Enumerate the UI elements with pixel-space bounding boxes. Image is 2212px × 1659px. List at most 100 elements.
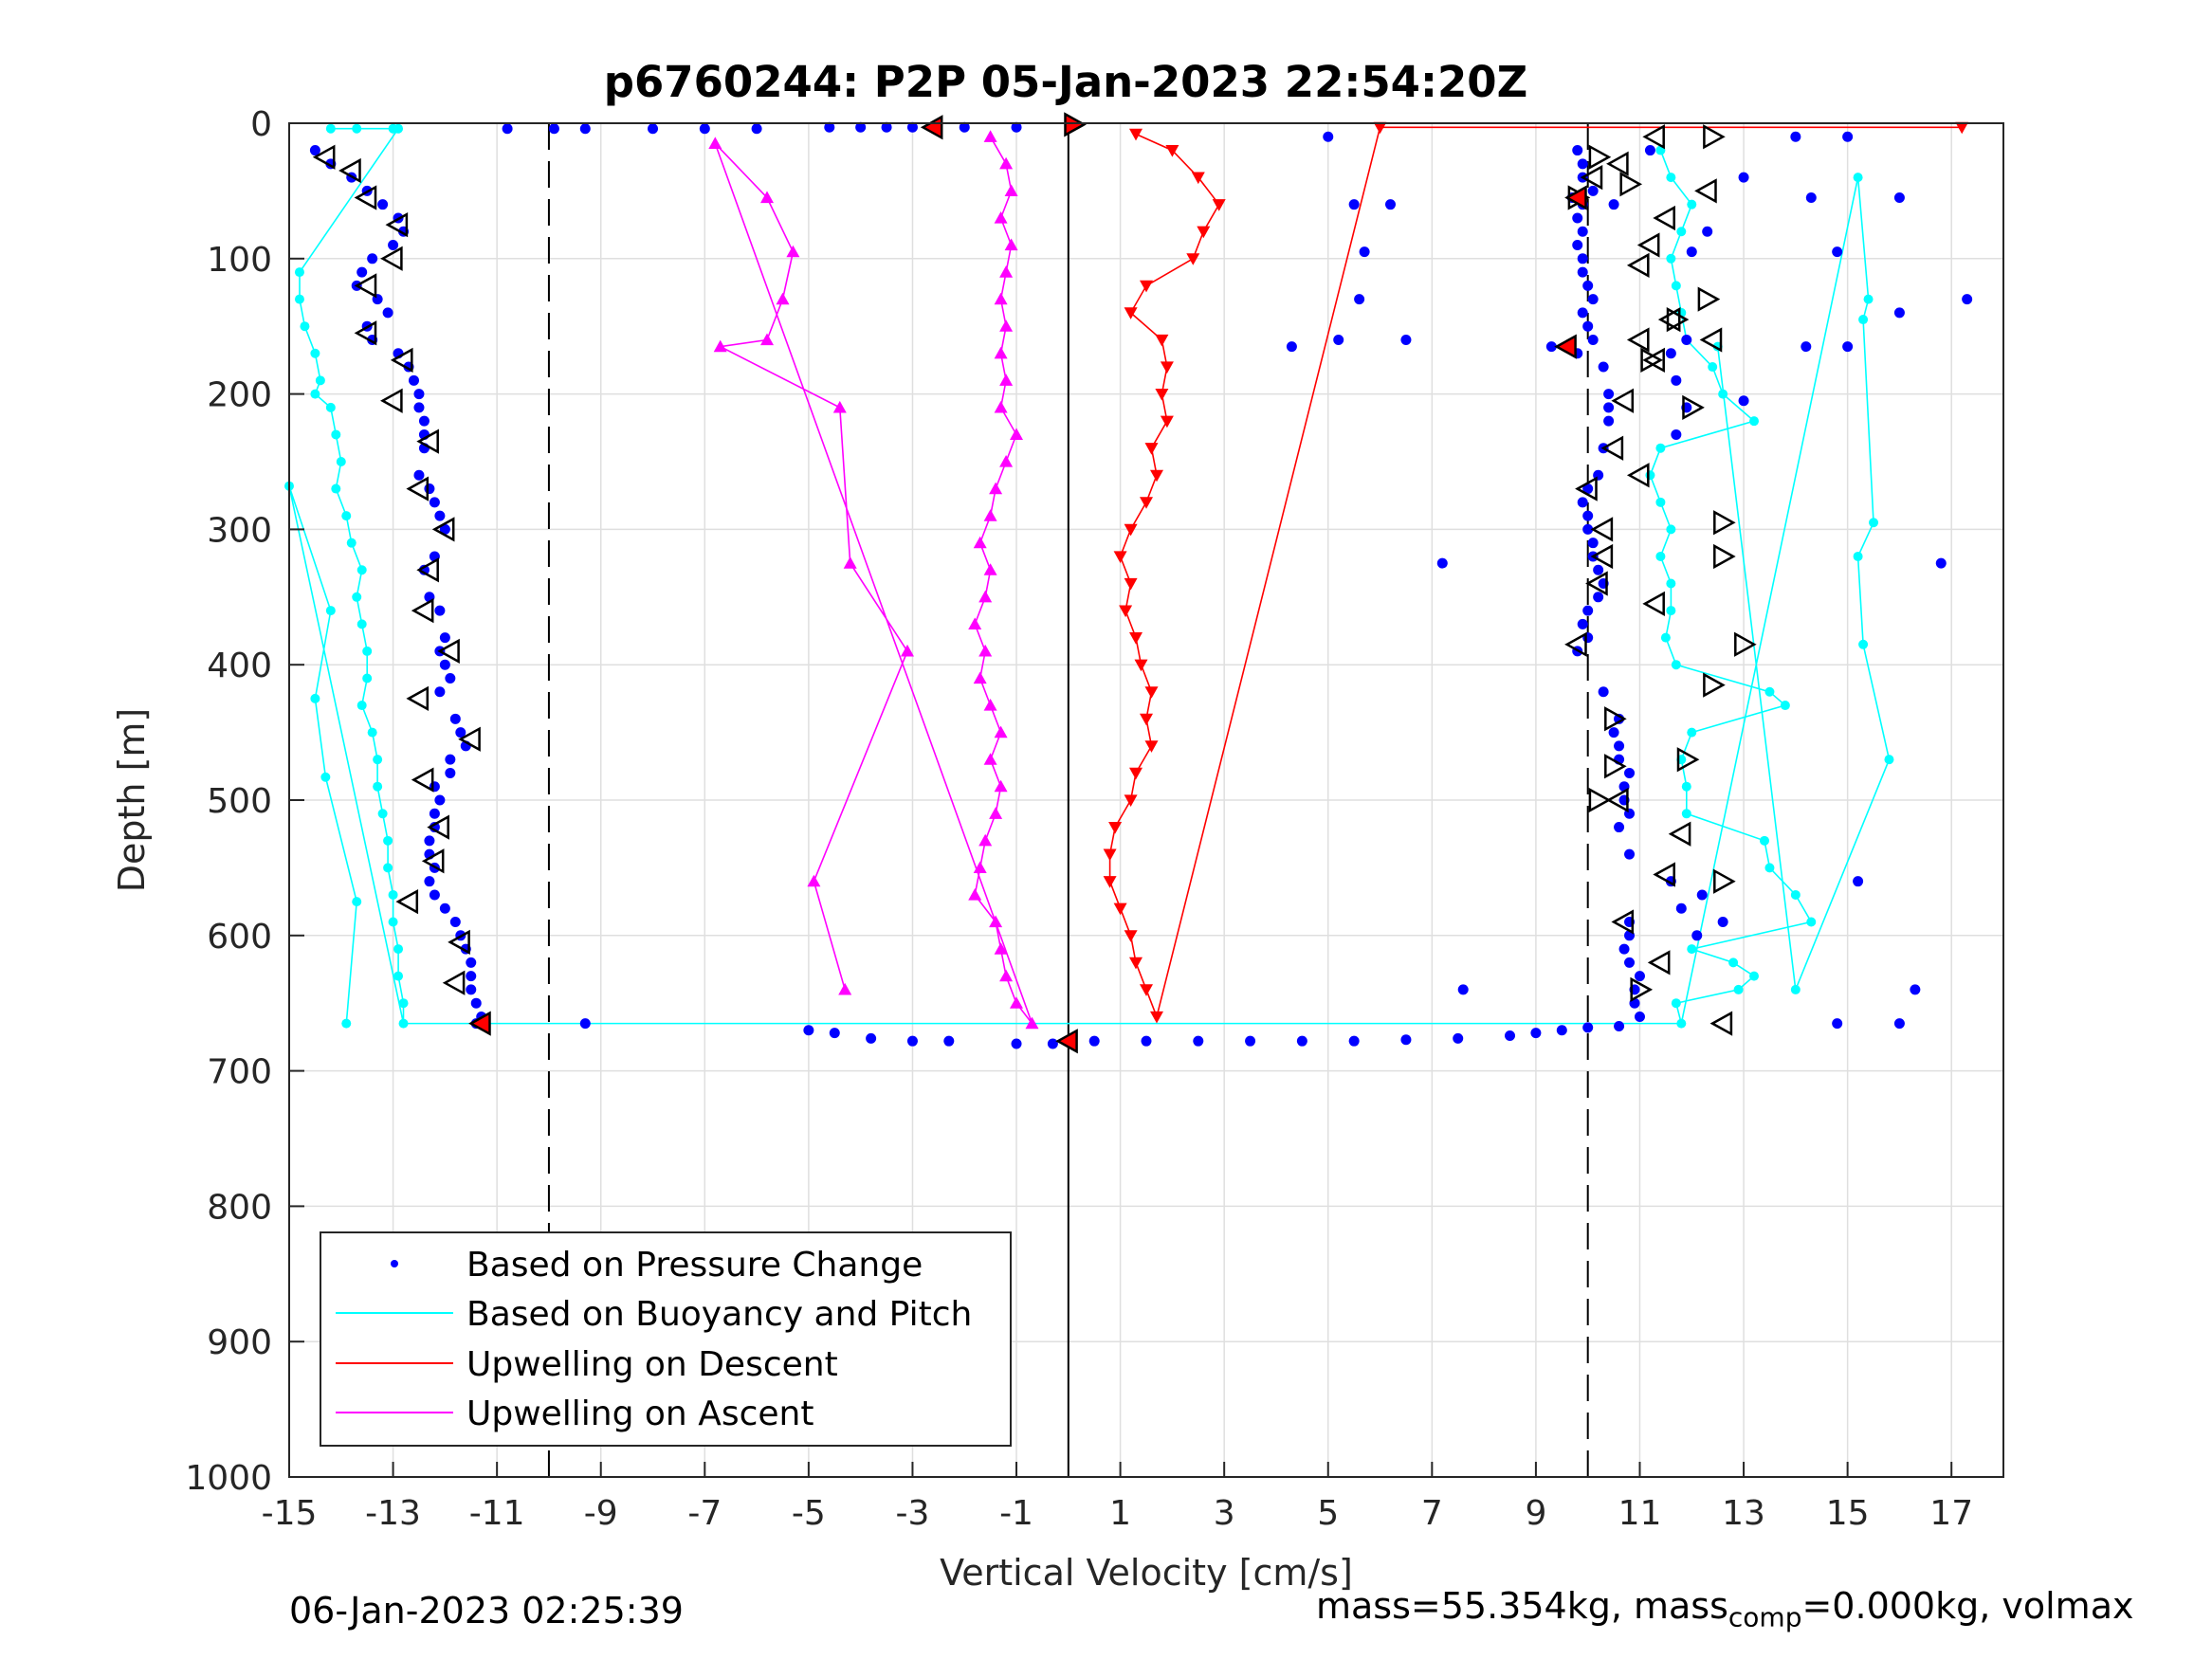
turn-marker-left [1606,151,1629,176]
upwelling-ascent-point [968,617,982,629]
x-axis-label: Vertical Velocity [cm/s] [940,1552,1353,1594]
turn-marker-right [1713,543,1736,570]
turn-marker-left [395,888,419,915]
upwelling-descent-point [1212,199,1226,211]
x-tick-label: 1 [1109,1494,1131,1533]
upwelling-ascent-point [999,374,1014,386]
pressure-point [1088,1035,1100,1047]
x-tick-label: -11 [469,1494,525,1533]
pressure-point [1572,212,1583,224]
pressure-point [1572,145,1583,156]
pressure-point [1577,307,1588,319]
pressure-point [943,1035,955,1047]
pressure-point [1587,185,1599,196]
pressure-point [434,794,446,806]
upwelling-descent-point [1150,469,1163,483]
upwelling-descent-point [1103,848,1117,862]
pressure-point [413,469,425,481]
pressure-point [1582,523,1594,535]
pressure-point [1577,266,1588,278]
pressure-point [881,121,892,133]
turn-marker-left [431,517,455,542]
turn-marker-left [427,814,449,840]
turn-marker-left [1580,164,1603,191]
upwelling-ascent-point [708,137,722,149]
turn-marker-left [411,597,434,624]
x-tick-label: 7 [1421,1494,1443,1533]
buoyancy-point [341,1018,352,1029]
upwelling-ascent-point [843,556,857,569]
upwelling-descent-point [1140,713,1153,726]
pressure-point [429,808,440,819]
upwelling-ascent-point [1025,1016,1039,1030]
pressure-point [1193,1035,1204,1047]
pressure-point [439,632,450,644]
chart-title: p6760244: P2P 05-Jan-2023 22:54:20Z [604,57,1528,107]
pressure-point [1577,253,1588,264]
pressure-point [1011,1038,1022,1049]
pressure-point [1011,121,1022,133]
footer-mass-prefix: mass=55.354kg, mass [1316,1585,1728,1627]
buoyancy-point [1869,518,1879,528]
pressure-point [429,889,440,901]
upwelling-descent-point [1165,145,1179,157]
buoyancy-point [341,511,352,521]
pressure-point [1582,605,1594,616]
upwelling-ascent-point [1004,238,1018,251]
turn-marker-left [354,320,377,346]
turn-marker-right [1713,868,1736,894]
pressure-point [1717,917,1728,928]
turn-marker-left [1626,252,1650,279]
buoyancy-point [362,673,373,684]
pressure-point [1359,246,1370,258]
upwelling-descent-point [1160,415,1174,428]
pressure-point [548,123,559,135]
footer-mass-info: mass=55.354kg, masscomp=0.000kg, volmax [1316,1585,2133,1633]
upwelling-ascent-point [838,982,852,995]
buoyancy-point [1655,443,1666,453]
footer-timestamp: 06-Jan-2023 02:25:39 [289,1590,684,1632]
upwelling-descent-point [1113,551,1127,563]
buoyancy-point [294,267,304,278]
buoyancy-point [1666,606,1676,616]
turn-marker-left [458,726,481,752]
y-tick-label: 400 [207,647,272,685]
buoyancy-point [1645,470,1655,481]
turn-marker-left [1653,205,1675,231]
pressure-point [439,902,450,914]
buoyancy-point [1666,173,1676,183]
buoyancy-point [352,592,362,602]
y-tick-label: 200 [207,376,272,415]
buoyancy-point [325,606,336,616]
upwelling-ascent-point [760,333,774,346]
pressure-point [1634,971,1645,982]
upwelling-ascent-point [973,536,987,549]
turn-marker-left [1647,950,1671,975]
upwelling-descent-point [1129,957,1143,970]
pressure-point [1582,483,1594,495]
upwelling-descent-point [1129,128,1143,141]
upwelling-descent-point [1129,767,1143,780]
pressure-point [1296,1035,1307,1047]
pressure-point [356,266,368,278]
upwelling-ascent-point [989,807,1003,819]
turn-marker-left [380,388,403,413]
pressure-point [1675,902,1687,914]
turn-marker-left [442,970,466,995]
turn-marker-right [1604,754,1627,779]
upwelling-ascent-point [978,644,993,657]
reference-lines [547,123,1589,1477]
pressure-point [445,767,456,778]
upwelling-ascent-point [999,265,1014,278]
pressure-point [1603,389,1615,400]
turn-marker-left [406,685,430,712]
buoyancy-point [367,727,377,738]
buoyancy-point [1660,632,1671,643]
upwelling-ascent-point [994,725,1008,738]
buoyancy-point [346,538,356,548]
pressure-point [1893,307,1905,319]
pressure-point [1348,199,1360,210]
x-tick-label: 15 [1826,1494,1870,1533]
x-tick-label: -7 [687,1494,722,1533]
upwelling-ascent-point [994,346,1008,359]
